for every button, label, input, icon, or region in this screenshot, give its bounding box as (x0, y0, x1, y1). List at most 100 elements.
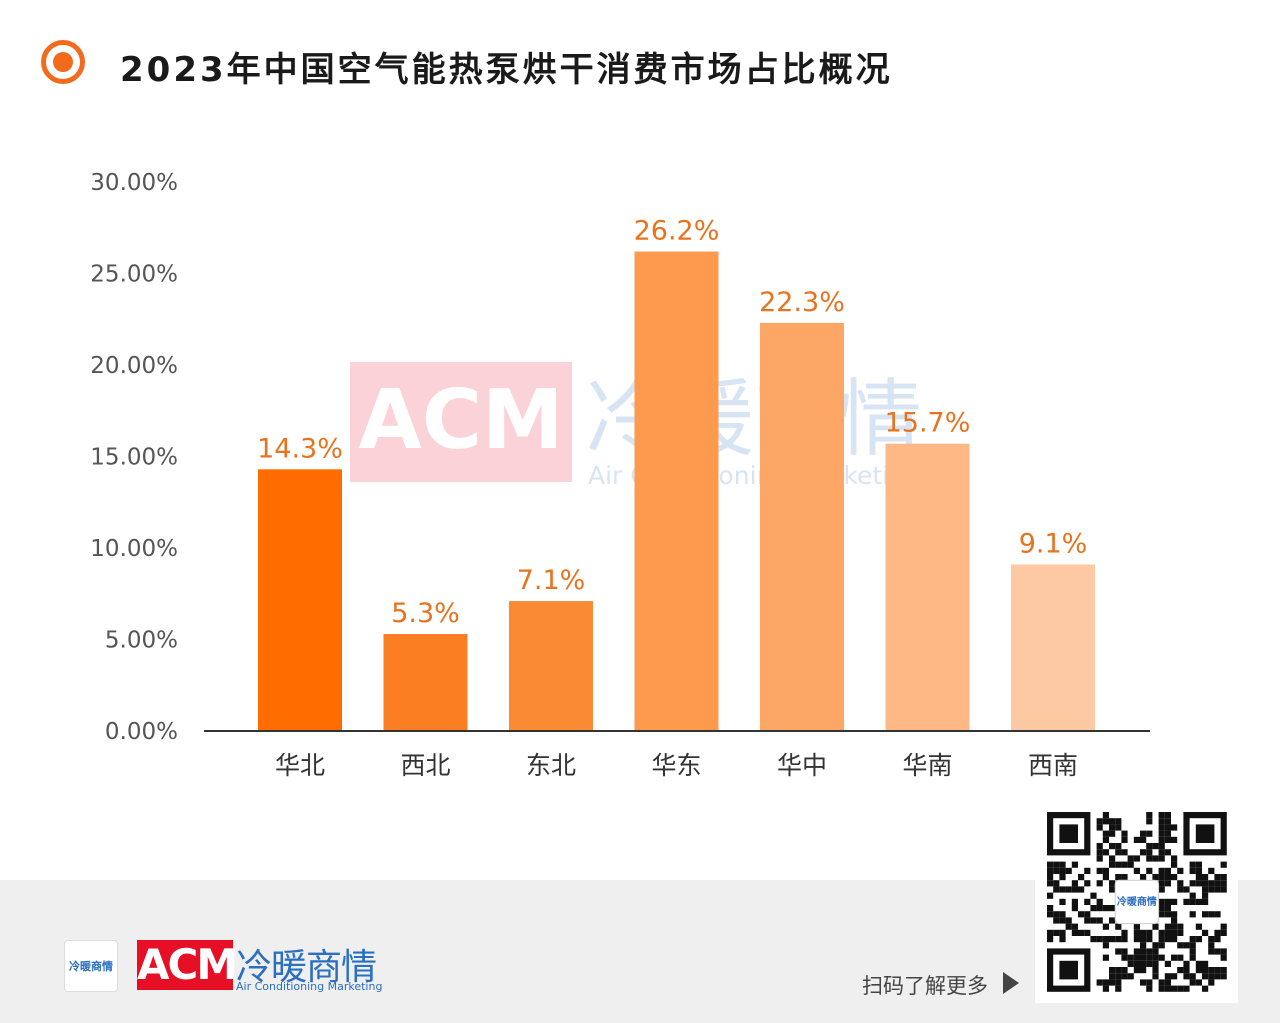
qr-module (1189, 867, 1196, 874)
qr-module (1053, 911, 1060, 918)
qr-module (1158, 880, 1165, 887)
qr-module (1133, 929, 1140, 936)
qr-module (1214, 874, 1221, 881)
qr-module (1202, 929, 1209, 936)
qr-module (1171, 855, 1178, 862)
qr-module (1115, 824, 1122, 831)
qr-module (1096, 824, 1103, 831)
qr-module (1115, 936, 1122, 943)
qr-module (1158, 936, 1165, 943)
qr-module (1214, 973, 1221, 980)
qr-module (1171, 929, 1178, 936)
qr-module (1096, 898, 1103, 905)
qr-module (1214, 936, 1221, 943)
qr-module (1171, 917, 1178, 924)
watermark-logo-box (350, 362, 572, 482)
qr-module (1053, 917, 1060, 924)
qr-module (1164, 923, 1171, 930)
qr-module (1140, 942, 1147, 949)
qr-finder-core (1059, 824, 1078, 843)
qr-module (1059, 917, 1066, 924)
qr-module (1158, 886, 1165, 893)
qr-code[interactable]: 冷暖商情 (1035, 800, 1238, 1003)
qr-module (1121, 861, 1128, 868)
qr-module (1115, 861, 1122, 868)
qr-module (1047, 929, 1054, 936)
qr-module (1059, 861, 1066, 868)
qr-module (1202, 911, 1209, 918)
qr-module (1084, 929, 1091, 936)
qr-module (1171, 923, 1178, 930)
qr-module (1195, 979, 1202, 986)
qr-module (1115, 973, 1122, 980)
qr-module (1053, 880, 1060, 887)
qr-module (1208, 886, 1215, 893)
qr-module (1189, 942, 1196, 949)
y-axis: 0.00% 5.00% 10.00% 15.00% 20.00% 25.00% 30.00% (90, 170, 178, 745)
qr-module (1164, 929, 1171, 936)
qr-module (1220, 973, 1227, 980)
qr-module (1121, 836, 1128, 843)
qr-module (1071, 905, 1078, 912)
qr-module (1177, 967, 1184, 974)
qr-module (1140, 967, 1147, 974)
qr-module (1220, 861, 1227, 868)
qr-module (1189, 954, 1196, 961)
data-label: 22.3% (759, 287, 845, 318)
bar-chart: ACM 冷暖商情 Air Conditioning Marketing 0.00… (90, 170, 1150, 780)
qr-module (1109, 936, 1116, 943)
qr-module (1195, 898, 1202, 905)
qr-module (1140, 936, 1147, 943)
qr-module (1152, 960, 1159, 967)
qr-module (1220, 929, 1227, 936)
qr-module (1115, 849, 1122, 856)
qr-module (1053, 861, 1060, 868)
qr-module (1202, 967, 1209, 974)
qr-module (1059, 911, 1066, 918)
qr-module (1140, 836, 1147, 843)
qr-module (1177, 985, 1184, 992)
qr-module (1152, 855, 1159, 862)
qr-module (1140, 954, 1147, 961)
qr-module (1220, 954, 1227, 961)
qr-module (1102, 936, 1109, 943)
qr-module (1133, 923, 1140, 930)
qr-module (1115, 948, 1122, 955)
qr-module (1109, 843, 1116, 850)
qr-module (1121, 874, 1128, 881)
qr-finder-core (1195, 824, 1215, 843)
qr-module (1171, 911, 1178, 918)
qr-module (1102, 818, 1109, 825)
qr-module (1208, 867, 1215, 874)
qr-module (1164, 936, 1171, 943)
qr-module (1109, 979, 1116, 986)
qr-module (1102, 830, 1109, 837)
qr-module (1121, 973, 1128, 980)
qr-module (1189, 880, 1196, 887)
qr-module (1164, 836, 1171, 843)
qr-module (1208, 942, 1215, 949)
bar (1011, 564, 1095, 731)
qr-module (1158, 911, 1165, 918)
qr-module (1164, 979, 1171, 986)
bar (258, 469, 342, 731)
qr-module (1171, 973, 1178, 980)
qr-module (1090, 892, 1097, 899)
qr-module (1102, 979, 1109, 986)
qr-module (1214, 886, 1221, 893)
qr-module (1096, 880, 1103, 887)
qr-module (1189, 948, 1196, 955)
qr-module (1208, 911, 1215, 918)
chart-title: 2023年中国空气能热泵烘干消费市场占比概况 (120, 50, 893, 90)
qr-module (1146, 843, 1153, 850)
qr-module (1152, 954, 1159, 961)
qr-module (1115, 979, 1122, 986)
qr-module (1121, 849, 1128, 856)
qr-module (1109, 973, 1116, 980)
qr-module (1164, 985, 1171, 992)
qr-module (1189, 898, 1196, 905)
qr-module (1140, 979, 1147, 986)
qr-module (1109, 880, 1116, 887)
qr-module (1177, 929, 1184, 936)
qr-module (1102, 874, 1109, 881)
